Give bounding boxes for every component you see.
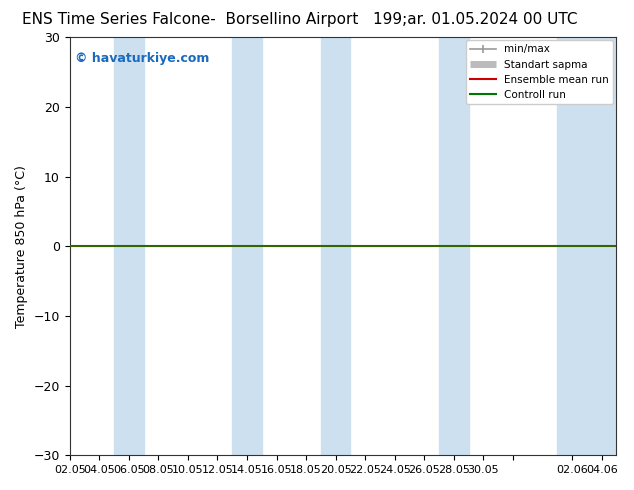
Bar [439, 37, 469, 455]
Bar [232, 37, 262, 455]
Legend: min/max, Standart sapma, Ensemble mean run, Controll run: min/max, Standart sapma, Ensemble mean r… [466, 40, 613, 104]
Bar [557, 37, 616, 455]
Text: 199;ar. 01.05.2024 00 UTC: 199;ar. 01.05.2024 00 UTC [373, 12, 578, 27]
Bar [321, 37, 351, 455]
Text: © havaturkiye.com: © havaturkiye.com [75, 52, 209, 65]
Text: ENS Time Series Falcone-  Borsellino Airport: ENS Time Series Falcone- Borsellino Airp… [22, 12, 358, 27]
Bar [114, 37, 143, 455]
Y-axis label: Temperature 850 hPa (°C): Temperature 850 hPa (°C) [15, 165, 28, 328]
